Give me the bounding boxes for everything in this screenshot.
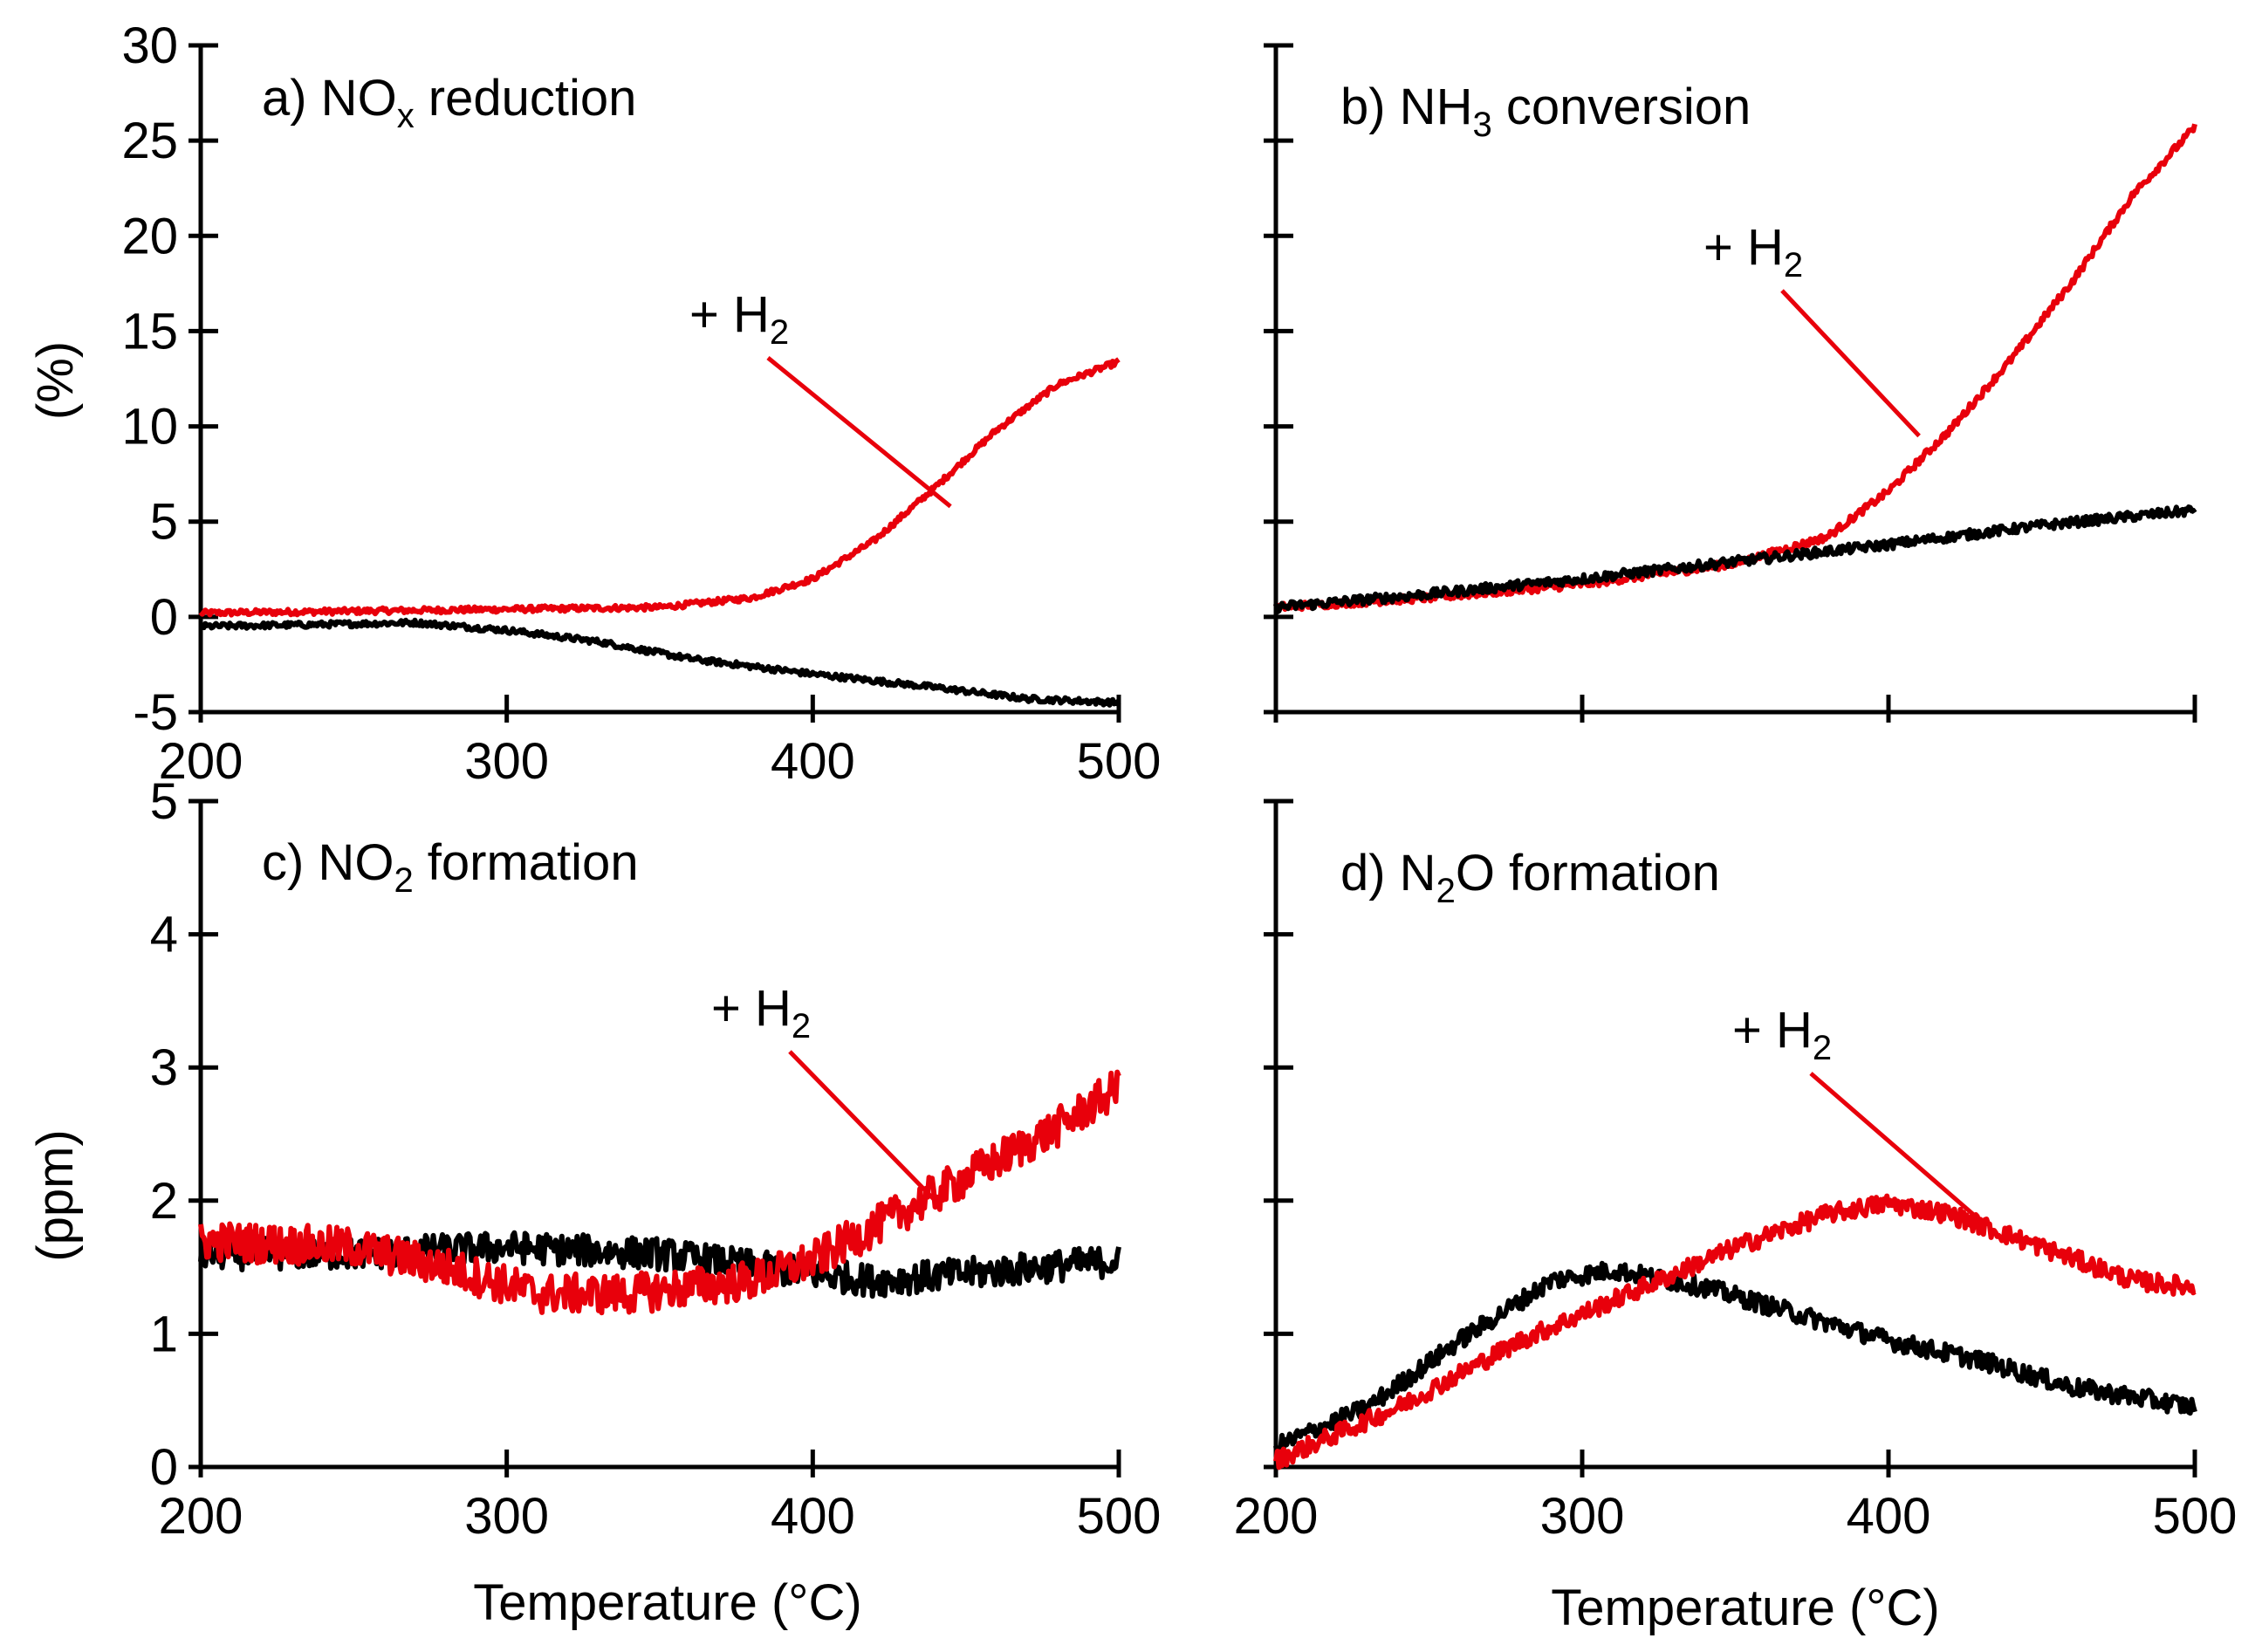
y-axis-label-top: (%)	[27, 341, 84, 420]
panel-title-a: a) NOx reduction	[262, 70, 636, 135]
series-baseline-c	[198, 1230, 1121, 1299]
annotation-leader-c	[788, 1050, 937, 1203]
annotation-h2-c: + H2	[711, 980, 811, 1045]
annotation-leader-a	[766, 356, 952, 509]
x-tick-label-a: 300	[464, 733, 549, 790]
series-h2-a	[198, 357, 1121, 618]
y-tick-label-a: 5	[150, 494, 178, 551]
annotation-leader-d	[1809, 1072, 1982, 1223]
x-tick-label-a: 500	[1077, 733, 1162, 790]
x-tick-label-d: 200	[1234, 1488, 1319, 1545]
panel-title-d: d) N2O formation	[1340, 845, 1720, 910]
x-tick-label-c: 300	[464, 1488, 549, 1545]
panel-title-c: c) NO2 formation	[262, 834, 639, 900]
y-axis-label-bottom: (ppm)	[27, 1129, 84, 1261]
x-tick-label-d: 300	[1540, 1488, 1625, 1545]
annotation-h2-b: + H2	[1703, 219, 1803, 284]
x-axis-label-left: Temperature (°C)	[473, 1574, 861, 1631]
y-tick-label-a: 10	[121, 399, 178, 456]
series-h2-d	[1273, 1193, 2197, 1470]
y-tick-label-a: -5	[133, 684, 178, 741]
x-tick-label-d: 500	[2153, 1488, 2238, 1545]
y-tick-label-c: 2	[150, 1173, 178, 1230]
series-baseline-b	[1273, 504, 2197, 615]
series-baseline-d	[1273, 1260, 2197, 1458]
x-tick-label-a: 400	[771, 733, 855, 790]
annotation-h2-a: + H2	[689, 286, 789, 352]
series-h2-b	[1273, 123, 2197, 613]
y-tick-label-a: 15	[121, 303, 178, 360]
annotation-leader-b	[1780, 289, 1921, 438]
y-tick-label-c: 4	[150, 907, 178, 963]
y-tick-label-a: 20	[121, 208, 178, 264]
x-tick-label-c: 500	[1077, 1488, 1162, 1545]
y-tick-label-c: 5	[150, 773, 178, 830]
panel-title-b: b) NH3 conversion	[1340, 79, 1751, 144]
y-tick-label-a: 0	[150, 589, 178, 646]
x-axis-label-right: Temperature (°C)	[1551, 1580, 1939, 1636]
x-tick-label-c: 400	[771, 1488, 855, 1545]
series-h2-c	[198, 1069, 1121, 1316]
y-tick-label-c: 0	[150, 1439, 178, 1496]
y-tick-label-a: 25	[121, 113, 178, 169]
annotation-h2-d: + H2	[1732, 1002, 1832, 1067]
x-tick-label-d: 400	[1847, 1488, 1931, 1545]
y-tick-label-c: 1	[150, 1306, 178, 1362]
y-tick-label-c: 3	[150, 1039, 178, 1096]
y-tick-label-a: 30	[121, 17, 178, 74]
series-baseline-a	[198, 617, 1121, 708]
x-tick-label-c: 200	[159, 1488, 243, 1545]
x-tick-label-a: 200	[159, 733, 243, 790]
